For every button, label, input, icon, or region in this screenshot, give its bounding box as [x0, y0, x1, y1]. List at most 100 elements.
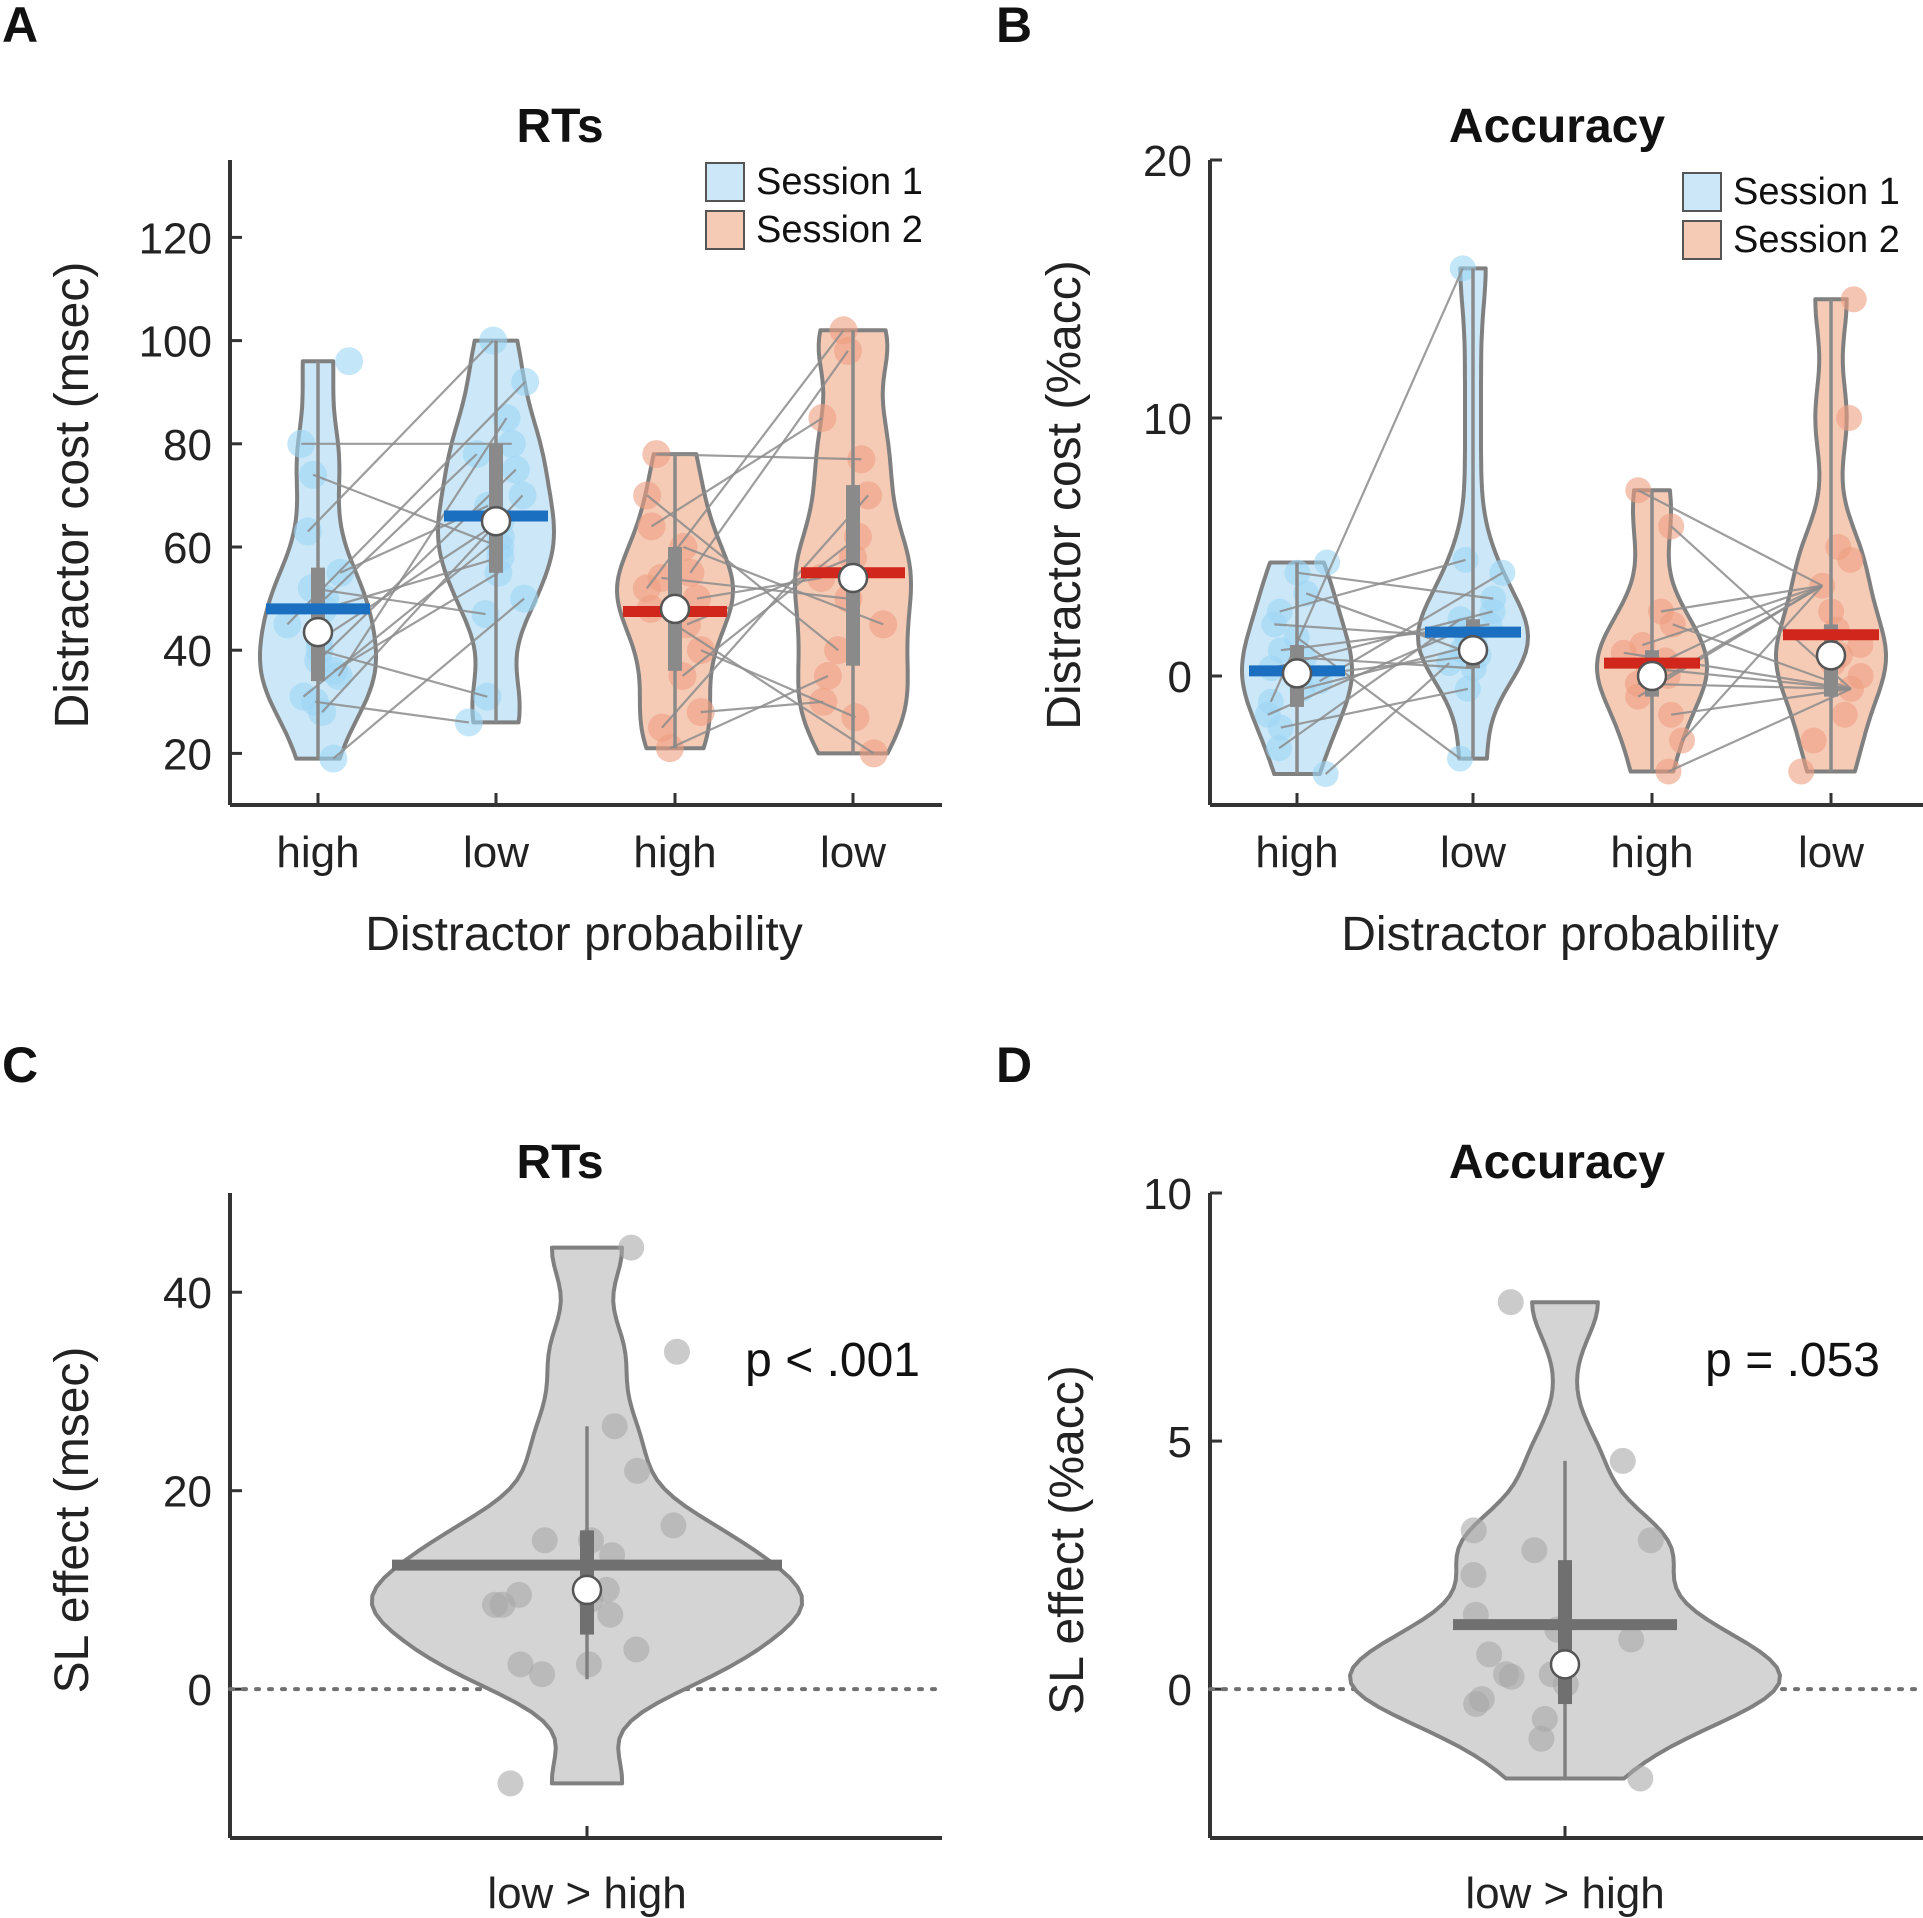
paired-connector-line	[1280, 687, 1469, 729]
paired-connector-line	[1301, 643, 1476, 690]
paired-connector-line	[307, 339, 494, 533]
paired-connector-line	[661, 576, 849, 600]
y-tick-label: 0	[1168, 653, 1192, 702]
paired-connector-line	[1637, 682, 1852, 690]
paired-connector-line	[1681, 584, 1824, 742]
paired-connector-line	[1303, 656, 1474, 670]
data-point	[531, 1527, 558, 1554]
panel-c-ylabel: SL effect (msec)	[46, 1347, 99, 1694]
median-marker	[1636, 660, 1668, 692]
paired-connector-line	[318, 520, 501, 641]
legend-swatch	[1682, 172, 1722, 212]
y-tick-label: 120	[139, 214, 212, 263]
median-marker	[837, 562, 869, 594]
median-marker	[1457, 634, 1489, 666]
panel-c-label: C	[2, 1037, 38, 1093]
panel-a: A RTs Distractor cost (msec) Distractor …	[2, 0, 942, 961]
x-tick-label: low > high	[1465, 1869, 1664, 1918]
legend-label: Session 1	[756, 161, 923, 203]
data-point	[624, 1457, 651, 1484]
data-point	[1521, 1537, 1548, 1564]
data-point	[663, 1338, 690, 1365]
data-point	[623, 1636, 650, 1663]
data-point	[1831, 701, 1858, 728]
median-marker	[659, 593, 691, 625]
paired-connector-line	[332, 597, 525, 760]
paired-connector-line	[319, 649, 488, 698]
paired-connector-line	[1648, 667, 1852, 690]
panel-d-label: D	[996, 1037, 1032, 1093]
panel-b: B Accuracy Distractor cost (%acc) Distra…	[996, 0, 1923, 961]
paired-connector-line	[312, 473, 501, 549]
y-tick-label: 60	[163, 524, 212, 573]
paired-connector-line	[1296, 636, 1461, 760]
legend-label: Session 2	[756, 209, 923, 251]
x-tick-label: low	[1440, 828, 1506, 877]
panel-d-annotation: p = .053	[1705, 1334, 1880, 1387]
data-point	[1825, 534, 1852, 560]
paired-connector-line	[317, 468, 517, 662]
x-tick-label: low > high	[487, 1869, 686, 1918]
panel-c-plot: 0 20 40 low > high	[163, 1193, 944, 1918]
paired-connector-line	[1297, 571, 1494, 600]
data-point	[335, 347, 364, 376]
data-point	[507, 1651, 534, 1678]
x-tick-label: high	[1255, 828, 1338, 877]
x-tick-label: low	[820, 828, 886, 877]
paired-connector-line	[323, 556, 501, 610]
x-tick-label: high	[276, 828, 359, 877]
paired-connector-line	[333, 571, 499, 672]
paired-connector-line	[651, 417, 823, 528]
data-point	[1618, 1626, 1645, 1653]
y-tick-label: 20	[163, 1468, 212, 1517]
data-point	[1609, 1447, 1636, 1474]
paired-connector-line	[689, 350, 849, 574]
y-tick-label: 0	[1168, 1666, 1192, 1715]
data-point	[1800, 727, 1827, 754]
legend-label: Session 2	[1733, 219, 1900, 261]
median-marker	[571, 1574, 603, 1606]
panel-a-plot: 20 40 60 80 100 120 high low high low Session 1 Ses…	[139, 160, 942, 877]
y-tick-label: 40	[163, 1269, 212, 1318]
legend-swatch	[705, 210, 745, 250]
panel-d: D Accuracy SL effect (%acc) p = .053 0 5 1…	[996, 1037, 1923, 1918]
y-tick-label: 80	[163, 421, 212, 470]
y-tick-label: 5	[1168, 1418, 1192, 1467]
legend-label: Session 1	[1733, 171, 1900, 213]
y-tick-label: 100	[139, 318, 212, 367]
panel-d-ylabel: SL effect (%acc)	[1041, 1365, 1094, 1714]
data-point	[618, 1234, 645, 1261]
data-point	[1476, 1641, 1503, 1668]
x-tick-label: low	[463, 828, 529, 877]
median-marker	[1815, 640, 1847, 671]
y-tick-label: 20	[163, 730, 212, 779]
paired-connector-line	[1637, 489, 1823, 587]
paired-connector-line	[1664, 584, 1823, 662]
x-tick-label: high	[1610, 828, 1693, 877]
paired-connector-line	[681, 535, 859, 677]
data-point	[529, 1661, 556, 1688]
panel-a-ylabel: Distractor cost (msec)	[46, 262, 99, 729]
paired-connector-line	[286, 381, 526, 626]
data-point	[481, 1591, 508, 1618]
data-point	[660, 1512, 687, 1539]
panel-a-title: RTs	[516, 100, 603, 153]
y-tick-label: 0	[188, 1666, 212, 1715]
paired-connector-line	[1670, 687, 1852, 716]
panel-c-title: RTs	[516, 1136, 603, 1189]
median-marker	[1281, 658, 1313, 689]
legend-swatch	[705, 162, 745, 202]
data-point	[1788, 758, 1815, 785]
paired-connector-line	[311, 587, 486, 616]
data-point	[1493, 1661, 1520, 1688]
y-tick-label: 10	[1143, 395, 1192, 444]
legend-swatch	[1682, 220, 1722, 260]
data-point	[1468, 1686, 1495, 1713]
data-point	[597, 1601, 624, 1628]
x-tick-label: high	[633, 828, 716, 877]
x-tick-label: low	[1798, 828, 1864, 877]
panel-b-xlabel: Distractor probability	[1341, 908, 1778, 961]
data-point	[505, 1581, 532, 1608]
data-point	[497, 429, 526, 458]
